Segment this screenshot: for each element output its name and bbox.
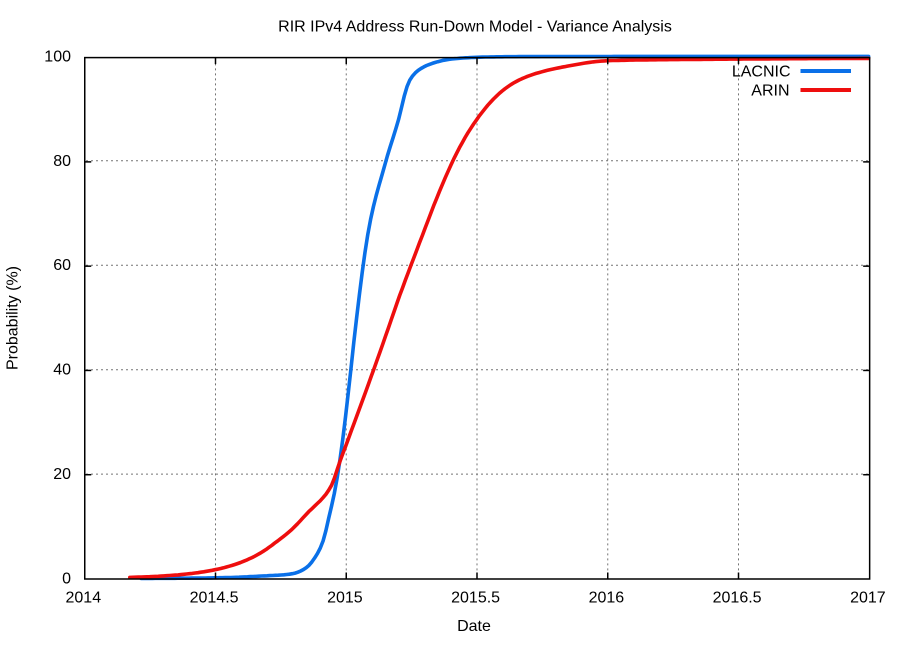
svg-text:2015.5: 2015.5 (451, 590, 500, 607)
svg-text:20: 20 (53, 466, 71, 483)
svg-text:80: 80 (53, 153, 71, 170)
svg-text:100: 100 (44, 48, 71, 65)
svg-text:0: 0 (62, 571, 71, 588)
svg-text:2016.5: 2016.5 (713, 590, 762, 607)
svg-text:Probability (%): Probability (%) (5, 266, 22, 370)
svg-text:2014: 2014 (66, 590, 102, 607)
svg-text:LACNIC: LACNIC (732, 64, 791, 81)
svg-text:40: 40 (53, 362, 71, 379)
svg-text:ARIN: ARIN (751, 83, 789, 100)
svg-text:RIR IPv4 Address Run-Down Mode: RIR IPv4 Address Run-Down Model - Varian… (278, 19, 672, 36)
svg-text:2016: 2016 (589, 590, 625, 607)
svg-text:2017: 2017 (850, 590, 886, 607)
svg-text:2015: 2015 (327, 590, 363, 607)
svg-text:2014.5: 2014.5 (190, 590, 239, 607)
svg-text:Date: Date (457, 618, 491, 635)
svg-text:60: 60 (53, 257, 71, 274)
